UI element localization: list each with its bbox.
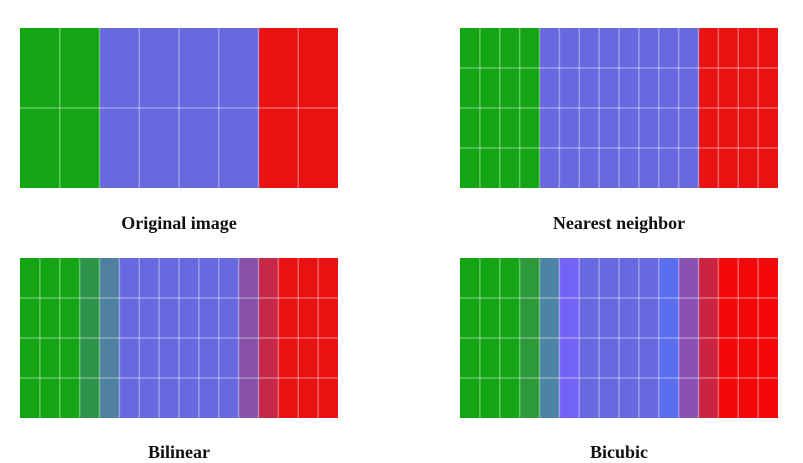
bilinear-image	[20, 258, 338, 418]
original-image	[20, 28, 338, 188]
color-column	[539, 28, 699, 188]
color-column	[460, 258, 520, 418]
color-column	[238, 258, 259, 418]
color-column	[539, 258, 560, 418]
color-column	[119, 258, 239, 418]
color-column	[678, 258, 699, 418]
color-column	[99, 28, 259, 188]
color-column	[559, 258, 580, 418]
nearest-neighbor-image	[460, 28, 778, 188]
bicubic-image	[460, 258, 778, 418]
color-column	[258, 28, 338, 188]
color-column	[20, 28, 100, 188]
caption-nearest-neighbor: Nearest neighbor	[552, 213, 686, 233]
color-column	[258, 258, 279, 418]
color-column	[698, 258, 719, 418]
caption-bilinear: Bilinear	[148, 442, 210, 462]
color-column	[718, 258, 778, 418]
color-column	[519, 258, 540, 418]
color-column	[99, 258, 120, 418]
caption-original: Original image	[121, 213, 237, 233]
color-column	[278, 258, 338, 418]
color-column	[79, 258, 100, 418]
color-column	[658, 258, 679, 418]
caption-bicubic: Bicubic	[589, 442, 648, 462]
color-column	[460, 28, 540, 188]
color-column	[579, 258, 659, 418]
color-column	[20, 258, 80, 418]
color-column	[698, 28, 778, 188]
